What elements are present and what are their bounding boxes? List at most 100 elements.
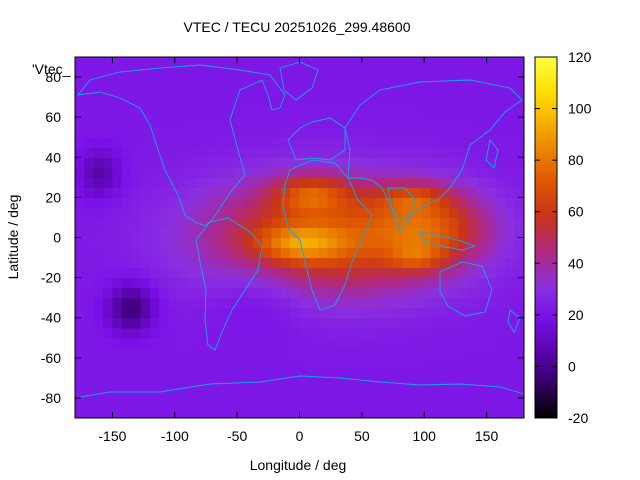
heatmap-cell xyxy=(290,227,301,239)
heatmap-cell xyxy=(402,407,413,418)
heatmap-cell xyxy=(467,267,478,279)
heatmap-cell xyxy=(514,177,524,188)
heatmap-cell xyxy=(215,237,226,249)
heatmap-cell xyxy=(374,327,385,339)
heatmap-cell xyxy=(430,157,441,168)
heatmap-cell xyxy=(411,287,422,299)
heatmap-cell xyxy=(327,287,338,299)
heatmap-cell xyxy=(252,117,263,128)
heatmap-cell xyxy=(84,57,95,68)
heatmap-cell xyxy=(280,377,291,389)
heatmap-cell xyxy=(495,117,506,128)
y-tick-label: -20 xyxy=(41,270,61,286)
heatmap-cell xyxy=(177,197,188,209)
heatmap-cell xyxy=(140,217,151,229)
heatmap-cell xyxy=(467,247,478,259)
heatmap-cell xyxy=(439,237,450,249)
heatmap-cell xyxy=(364,137,375,148)
heatmap-cell xyxy=(84,357,95,369)
heatmap-cell xyxy=(271,137,282,148)
heatmap-cell xyxy=(505,117,516,128)
heatmap-cell xyxy=(467,297,478,309)
heatmap-cell xyxy=(159,97,170,108)
heatmap-cell xyxy=(234,267,244,279)
heatmap-cell xyxy=(262,287,273,299)
heatmap-cell xyxy=(477,397,488,409)
heatmap-cell xyxy=(280,127,291,138)
heatmap-cell xyxy=(505,77,516,88)
heatmap-cell xyxy=(224,187,235,198)
heatmap-cell xyxy=(421,377,432,389)
heatmap-cell xyxy=(449,287,460,299)
heatmap-cell xyxy=(486,157,497,168)
heatmap-cell xyxy=(290,367,301,379)
heatmap-cell xyxy=(121,337,132,349)
heatmap-cell xyxy=(131,177,142,188)
heatmap-cell xyxy=(243,267,254,279)
heatmap-cell xyxy=(252,247,263,259)
heatmap-cell xyxy=(177,297,188,309)
heatmap-cell xyxy=(280,247,291,259)
heatmap-cell xyxy=(187,67,198,78)
heatmap-cell xyxy=(75,197,85,209)
heatmap-cell xyxy=(449,327,460,339)
heatmap-cell xyxy=(196,387,207,399)
heatmap-cell xyxy=(495,387,506,399)
heatmap-cell xyxy=(93,257,104,269)
heatmap-cell xyxy=(103,217,114,229)
heatmap-cell xyxy=(205,177,216,188)
heatmap-cell xyxy=(196,167,207,178)
heatmap-cell xyxy=(421,257,432,269)
heatmap-cell xyxy=(467,347,478,359)
heatmap-cell xyxy=(514,377,524,389)
heatmap-cell xyxy=(346,297,357,309)
heatmap-cell xyxy=(280,277,291,289)
heatmap-cell xyxy=(402,97,413,108)
heatmap-cell xyxy=(346,287,357,299)
heatmap-cell xyxy=(411,87,422,98)
heatmap-cell xyxy=(439,357,450,369)
heatmap-cell xyxy=(383,397,394,409)
heatmap-cell xyxy=(355,287,366,299)
heatmap-cell xyxy=(364,327,375,339)
heatmap-cell xyxy=(271,197,282,209)
heatmap-cell xyxy=(271,127,282,138)
heatmap-cell xyxy=(121,327,132,339)
heatmap-cell xyxy=(355,137,366,148)
heatmap-cell xyxy=(346,107,357,118)
heatmap-cell xyxy=(308,147,319,158)
heatmap-cell xyxy=(299,347,310,359)
heatmap-cell xyxy=(196,217,207,229)
colorbar xyxy=(534,56,558,419)
heatmap-cell xyxy=(421,87,432,98)
heatmap-cell xyxy=(299,367,310,379)
heatmap-cell xyxy=(224,397,235,409)
heatmap-cell xyxy=(421,277,432,289)
heatmap-cell xyxy=(75,267,85,279)
heatmap-cell xyxy=(299,277,310,289)
heatmap-cell xyxy=(234,357,244,369)
heatmap-cell xyxy=(336,357,347,369)
heatmap-cell xyxy=(234,387,244,399)
heatmap-cell xyxy=(121,357,132,369)
heatmap-cell xyxy=(168,357,179,369)
heatmap-cell xyxy=(411,177,422,188)
heatmap-cell xyxy=(140,117,151,128)
heatmap-cell xyxy=(234,117,244,128)
heatmap-cell xyxy=(355,357,366,369)
heatmap-cell xyxy=(393,77,403,88)
heatmap-cell xyxy=(252,397,263,409)
heatmap-cell xyxy=(131,97,142,108)
heatmap-cell xyxy=(364,67,375,78)
heatmap-cell xyxy=(103,297,114,309)
heatmap-cell xyxy=(177,397,188,409)
heatmap-cell xyxy=(75,297,85,309)
heatmap-cell xyxy=(103,267,114,279)
heatmap-cell xyxy=(495,407,506,418)
heatmap-cell xyxy=(149,277,160,289)
heatmap-cell xyxy=(149,287,160,299)
heatmap-cell xyxy=(430,167,441,178)
heatmap-cell xyxy=(458,187,469,198)
heatmap-cell xyxy=(383,87,394,98)
heatmap-cell xyxy=(477,357,488,369)
